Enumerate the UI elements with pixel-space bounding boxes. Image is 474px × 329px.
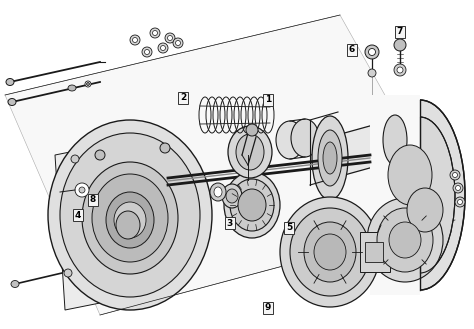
Ellipse shape xyxy=(86,83,90,86)
Ellipse shape xyxy=(150,192,166,228)
Ellipse shape xyxy=(397,67,403,73)
Text: 8: 8 xyxy=(90,195,96,205)
Ellipse shape xyxy=(368,48,375,56)
Ellipse shape xyxy=(377,208,433,272)
Ellipse shape xyxy=(224,172,280,238)
Ellipse shape xyxy=(456,186,461,190)
Ellipse shape xyxy=(79,187,85,193)
Ellipse shape xyxy=(153,31,157,36)
Ellipse shape xyxy=(95,150,105,160)
Ellipse shape xyxy=(6,79,14,86)
Ellipse shape xyxy=(228,126,272,178)
Ellipse shape xyxy=(92,174,168,262)
Ellipse shape xyxy=(145,49,149,55)
Ellipse shape xyxy=(394,39,406,51)
Ellipse shape xyxy=(114,202,146,238)
Ellipse shape xyxy=(68,85,76,91)
Ellipse shape xyxy=(304,222,356,282)
Ellipse shape xyxy=(210,183,226,201)
Ellipse shape xyxy=(150,28,160,38)
Ellipse shape xyxy=(82,162,178,274)
Ellipse shape xyxy=(388,145,432,205)
Text: 9: 9 xyxy=(265,303,271,313)
Ellipse shape xyxy=(165,33,175,43)
Ellipse shape xyxy=(453,172,457,178)
Ellipse shape xyxy=(214,187,222,197)
Ellipse shape xyxy=(222,184,242,208)
Ellipse shape xyxy=(175,40,181,45)
Ellipse shape xyxy=(11,281,19,288)
Ellipse shape xyxy=(290,208,370,296)
Ellipse shape xyxy=(238,189,266,221)
Ellipse shape xyxy=(246,124,258,136)
Ellipse shape xyxy=(173,38,183,48)
Ellipse shape xyxy=(453,183,463,193)
Bar xyxy=(360,232,390,272)
Text: 2: 2 xyxy=(180,93,186,103)
Ellipse shape xyxy=(226,189,238,203)
Ellipse shape xyxy=(455,197,465,207)
Ellipse shape xyxy=(64,269,72,277)
Ellipse shape xyxy=(291,119,319,157)
Ellipse shape xyxy=(236,134,264,170)
Ellipse shape xyxy=(161,45,165,50)
Ellipse shape xyxy=(407,188,443,232)
Text: 4: 4 xyxy=(75,211,81,219)
Text: 5: 5 xyxy=(286,223,292,233)
Ellipse shape xyxy=(312,116,348,200)
Ellipse shape xyxy=(133,38,137,42)
Ellipse shape xyxy=(142,47,152,57)
Ellipse shape xyxy=(367,198,443,282)
Polygon shape xyxy=(55,145,115,310)
Ellipse shape xyxy=(375,100,465,290)
Ellipse shape xyxy=(389,222,421,258)
Ellipse shape xyxy=(276,121,304,159)
Ellipse shape xyxy=(85,81,91,87)
Text: 7: 7 xyxy=(397,28,403,37)
Ellipse shape xyxy=(457,199,463,205)
Ellipse shape xyxy=(48,120,212,310)
Ellipse shape xyxy=(280,197,380,307)
Text: 6: 6 xyxy=(349,45,355,55)
Ellipse shape xyxy=(158,43,168,53)
Bar xyxy=(370,95,420,295)
Polygon shape xyxy=(330,119,395,179)
Ellipse shape xyxy=(167,36,173,40)
Ellipse shape xyxy=(323,142,337,174)
Ellipse shape xyxy=(160,143,170,153)
Ellipse shape xyxy=(385,117,455,273)
Ellipse shape xyxy=(106,192,154,248)
Ellipse shape xyxy=(130,35,140,45)
Ellipse shape xyxy=(394,64,406,76)
Ellipse shape xyxy=(368,69,376,77)
Ellipse shape xyxy=(365,45,379,59)
Ellipse shape xyxy=(314,234,346,270)
Ellipse shape xyxy=(377,98,413,182)
Ellipse shape xyxy=(318,130,342,186)
Text: 1: 1 xyxy=(265,95,271,105)
Ellipse shape xyxy=(450,170,460,180)
Ellipse shape xyxy=(230,179,274,231)
Ellipse shape xyxy=(8,98,16,106)
Bar xyxy=(365,242,383,262)
Ellipse shape xyxy=(116,211,140,239)
Polygon shape xyxy=(5,15,455,315)
Text: 3: 3 xyxy=(227,218,233,227)
Ellipse shape xyxy=(75,183,89,197)
Ellipse shape xyxy=(60,133,200,297)
Ellipse shape xyxy=(383,115,407,165)
Ellipse shape xyxy=(71,155,79,163)
